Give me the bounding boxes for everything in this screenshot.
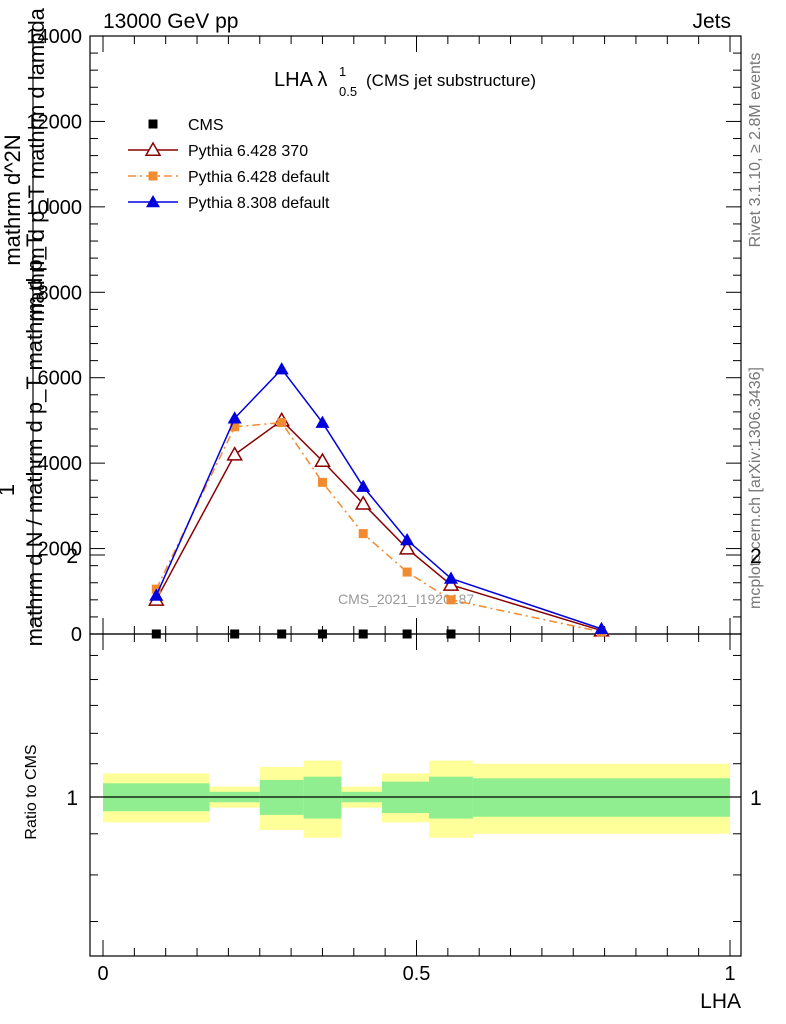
ratio-band-inner: [303, 776, 342, 819]
series-1-point: [354, 495, 372, 510]
y-tick-label: 0: [71, 624, 82, 646]
series-3-point: [149, 588, 164, 601]
series-0-point: [151, 629, 161, 639]
series-1-point: [314, 452, 331, 468]
ratio-y-label: Ratio to CMS: [23, 744, 40, 839]
header-energy-label: 13000 GeV pp: [103, 10, 238, 33]
series-3-point: [594, 621, 609, 635]
series-1-point: [226, 446, 243, 461]
series-1-point: [442, 576, 460, 591]
x-axis-label: LHA: [700, 990, 741, 1013]
series-3-point: [274, 362, 289, 375]
y-label-one: 1: [0, 484, 19, 496]
ratio-band-inner: [429, 776, 473, 819]
title-suffix: (CMS jet substructure): [366, 71, 536, 90]
legend: CMS Pythia 6.428 370 Pythia 6.428 default P…: [128, 117, 330, 212]
rivet-version-label: Rivet 3.1.10, ≥ 2.8M events: [747, 53, 764, 248]
series-3-point: [443, 571, 458, 584]
title-superscript: 1: [339, 64, 346, 79]
series-0-point: [277, 629, 287, 639]
mcplots-reference-label: mcplots.cern.ch [arXiv:1306.3436]: [747, 367, 764, 609]
x-tick-label: 0: [97, 963, 108, 985]
title-main: LHA λ: [274, 69, 327, 91]
series-0-point: [358, 629, 368, 639]
series-2-point: [358, 529, 368, 539]
ratio-tick-label: 2: [66, 545, 78, 568]
y-tick-label: 12000: [26, 111, 82, 133]
y-label-line-a: mathrm d N / mathrm d p_T mathrm d p_T: [22, 234, 47, 647]
legend-label-1: Pythia 6.428 370: [188, 143, 308, 160]
legend-marker-0: [148, 119, 158, 129]
analysis-watermark: CMS_2021_I1920187: [338, 591, 474, 607]
ratio-uncertainty-band: [103, 760, 730, 838]
y-tick-label: 2000: [38, 539, 83, 561]
series-3-point: [356, 479, 371, 492]
legend-label-3: Pythia 8.308 default: [188, 195, 330, 212]
legend-label-2: Pythia 6.428 default: [188, 169, 330, 186]
x-tick-label: 0.5: [403, 963, 431, 985]
series-1-point: [398, 540, 416, 555]
y-tick-label: 14000: [26, 26, 82, 48]
series-3-point: [227, 411, 242, 424]
main-y-axis: 0 2000 4000 6000 8000 10000 12000 14000: [26, 26, 741, 646]
y-label-line-c: mathrm d p_T mathrm d lambda: [24, 7, 49, 322]
legend-marker-3: [146, 195, 160, 208]
y-tick-label: 10000: [26, 197, 82, 219]
series-3-point: [400, 533, 415, 546]
plot-title: LHA λ 1 0.5 (CMS jet substructure): [274, 64, 536, 99]
ratio-y-axis: 0.50.51122: [66, 545, 762, 923]
legend-marker-1: [144, 141, 162, 156]
legend-marker-2: [148, 171, 158, 181]
svg-text:LHA λ: LHA λ: [274, 69, 327, 91]
series-0-point: [230, 629, 240, 639]
header-jets-label: Jets: [692, 10, 731, 33]
series-0-point: [446, 629, 456, 639]
series-0-point: [317, 629, 327, 639]
series-layer: [148, 362, 610, 639]
series-2-point: [446, 595, 456, 605]
x-tick-label: 1: [724, 963, 735, 985]
series-3-point: [315, 415, 330, 428]
series-1-line: [155, 419, 602, 632]
title-subscript: 0.5: [339, 84, 357, 99]
series-0-point: [402, 629, 412, 639]
y-label-line-b: mathrm d^2N: [0, 134, 25, 265]
y-tick-label: 4000: [38, 453, 83, 475]
legend-label-0: CMS: [188, 117, 224, 134]
ratio-tick-label: 1: [66, 787, 78, 810]
series-2-point: [317, 477, 327, 487]
series-2-point: [277, 418, 287, 428]
series-2-point: [402, 567, 412, 577]
y-axis-label: 1 mathrm d^2N mathrm d p_T mathrm d lamb…: [0, 7, 49, 646]
ratio-tick-label-right: 2: [750, 545, 762, 568]
ratio-plot-frame: [89, 633, 742, 957]
x-axis: 0 0.5 1: [97, 36, 736, 985]
y-tick-label: 8000: [38, 282, 83, 304]
series-3-line: [155, 368, 602, 630]
y-tick-label: 6000: [38, 368, 83, 390]
ratio-tick-label-right: 1: [750, 787, 762, 810]
series-2-point: [230, 422, 240, 432]
